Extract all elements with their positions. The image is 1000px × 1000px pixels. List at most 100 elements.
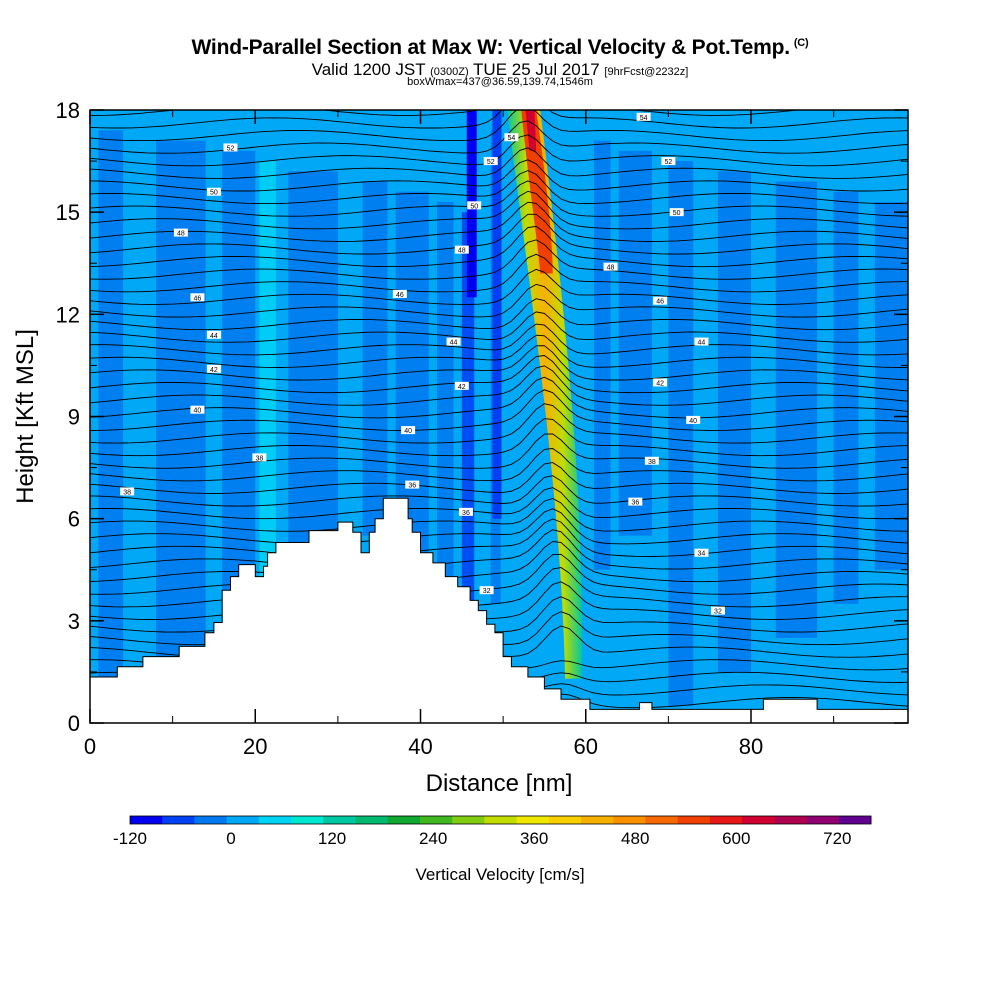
isentrope-label-text: 40 bbox=[404, 428, 412, 435]
isentrope-label: 46 bbox=[392, 289, 407, 299]
y-tick-label: 12 bbox=[56, 302, 80, 327]
isentrope-line bbox=[90, 110, 908, 129]
colorbar-swatch bbox=[291, 816, 324, 824]
isentrope-label-text: 34 bbox=[698, 551, 706, 558]
colorbar-swatch bbox=[548, 816, 582, 824]
y-tick-label: 9 bbox=[68, 405, 80, 430]
x-tick-label: 0 bbox=[84, 734, 96, 759]
x-tick-label: 20 bbox=[243, 734, 267, 759]
colorbar-swatch bbox=[452, 816, 485, 824]
isentrope-line bbox=[90, 147, 908, 179]
isentrope-label-text: 38 bbox=[648, 459, 656, 466]
isentrope-line bbox=[90, 389, 908, 431]
isentrope-label-text: 44 bbox=[698, 340, 706, 347]
colorbar-swatch bbox=[419, 816, 453, 824]
velocity-patch bbox=[833, 191, 859, 604]
velocity-patch bbox=[362, 181, 388, 536]
isentrope-line bbox=[90, 365, 908, 406]
colorbar-swatch bbox=[645, 816, 679, 824]
terrain bbox=[90, 497, 908, 723]
isentrope-label: 46 bbox=[653, 296, 668, 306]
isentrope-label-text: 32 bbox=[714, 609, 722, 616]
velocity-patch bbox=[717, 171, 752, 672]
x-tick-label: 40 bbox=[408, 734, 432, 759]
chart-subtitle: Valid 1200 JST (0300Z) TUE 25 Jul 2017 [… bbox=[0, 60, 1000, 80]
colorbar-label: 0 bbox=[226, 829, 235, 848]
colorbar-swatch bbox=[484, 816, 518, 824]
isentrope-label-text: 44 bbox=[210, 333, 218, 340]
colorbar-swatch bbox=[516, 816, 550, 824]
isentrope-label: 44 bbox=[694, 337, 709, 347]
isentrope-label-text: 38 bbox=[123, 489, 131, 496]
isentrope-label: 44 bbox=[446, 337, 461, 347]
updraft-max bbox=[525, 110, 537, 151]
y-tick-label: 3 bbox=[68, 609, 80, 634]
isentrope-label-text: 42 bbox=[210, 367, 218, 374]
x-axis-title: Distance [nm] bbox=[426, 770, 573, 797]
isentrope-label: 32 bbox=[710, 606, 725, 616]
isentrope-label-text: 48 bbox=[607, 265, 615, 272]
isentrope-label: 54 bbox=[636, 112, 651, 122]
colorbar-label: 480 bbox=[621, 829, 649, 848]
colorbar-swatch bbox=[613, 816, 646, 824]
isentrope-label: 34 bbox=[694, 548, 709, 558]
colorbar-swatch bbox=[677, 816, 711, 824]
isentrope-line bbox=[90, 298, 908, 331]
isentrope-label: 52 bbox=[661, 157, 676, 166]
forecast-info: [9hrFcst@2232z] bbox=[604, 66, 689, 78]
isentrope-label-text: 32 bbox=[483, 588, 491, 595]
velocity-patch bbox=[461, 212, 475, 638]
colorbar-swatch bbox=[838, 816, 872, 824]
x-tick-label: 80 bbox=[739, 734, 763, 759]
isentrope-label: 48 bbox=[454, 245, 469, 255]
x-tick-label: 60 bbox=[574, 734, 598, 759]
colorbar-swatch bbox=[130, 816, 163, 824]
colorbar-swatch bbox=[806, 816, 840, 824]
downdraft-band bbox=[492, 110, 502, 519]
chart-title: Wind-Parallel Section at Max W: Vertical… bbox=[0, 36, 1000, 60]
isentrope-line bbox=[90, 311, 908, 343]
valid-time: Valid 1200 JST bbox=[311, 60, 426, 79]
isentrope-line bbox=[90, 418, 908, 457]
isentrope-label: 52 bbox=[483, 157, 498, 166]
colorbar-swatch bbox=[162, 816, 195, 824]
colorbar-swatch bbox=[387, 816, 421, 824]
velocity-patch bbox=[668, 161, 694, 706]
isentrope-line bbox=[90, 518, 908, 557]
isentropes bbox=[90, 110, 908, 709]
isentrope-label: 52 bbox=[223, 143, 238, 152]
colorbar-swatch bbox=[581, 816, 614, 824]
isentrope-label-text: 54 bbox=[507, 135, 515, 142]
colorbar-swatch bbox=[774, 816, 808, 824]
isentrope-line bbox=[90, 180, 908, 217]
isentrope-label: 44 bbox=[206, 330, 221, 340]
title-text: Wind-Parallel Section at Max W: Vertical… bbox=[191, 36, 791, 59]
isentrope-label-text: 52 bbox=[487, 159, 495, 166]
isentrope-line bbox=[90, 529, 908, 570]
isentrope-label: 32 bbox=[479, 586, 494, 595]
colorbar: -120 0 120 240 360 480 600 720 Vertical Velocity… bbox=[113, 815, 872, 884]
isentrope-line bbox=[90, 239, 908, 280]
isentrope-label: 40 bbox=[401, 426, 416, 435]
velocity-patch bbox=[222, 150, 256, 638]
isentrope-label-text: 52 bbox=[664, 159, 672, 166]
isentrope-line bbox=[90, 283, 908, 318]
isentrope-label: 36 bbox=[628, 497, 643, 507]
isentrope-label-text: 52 bbox=[227, 145, 235, 152]
isentrope-label: 38 bbox=[252, 453, 267, 462]
isentrope-label: 38 bbox=[120, 487, 135, 496]
valid-date: TUE 25 Jul 2017 bbox=[473, 60, 600, 79]
isentrope-line bbox=[90, 498, 908, 532]
y-tick-label: 0 bbox=[68, 711, 80, 736]
isentrope-line bbox=[90, 508, 908, 545]
isentrope-label-text: 50 bbox=[470, 203, 478, 210]
colorbar-swatch bbox=[226, 816, 260, 824]
colorbar-swatch bbox=[258, 816, 292, 824]
isentrope-label-text: 48 bbox=[458, 248, 466, 255]
colorbar-label: -120 bbox=[113, 829, 147, 848]
isentrope-label-text: 42 bbox=[458, 384, 466, 391]
colorbar-label: 120 bbox=[318, 829, 346, 848]
isentrope-label-text: 42 bbox=[656, 380, 664, 387]
isentrope-label: 36 bbox=[458, 507, 473, 517]
isentrope-label: 46 bbox=[190, 293, 205, 302]
